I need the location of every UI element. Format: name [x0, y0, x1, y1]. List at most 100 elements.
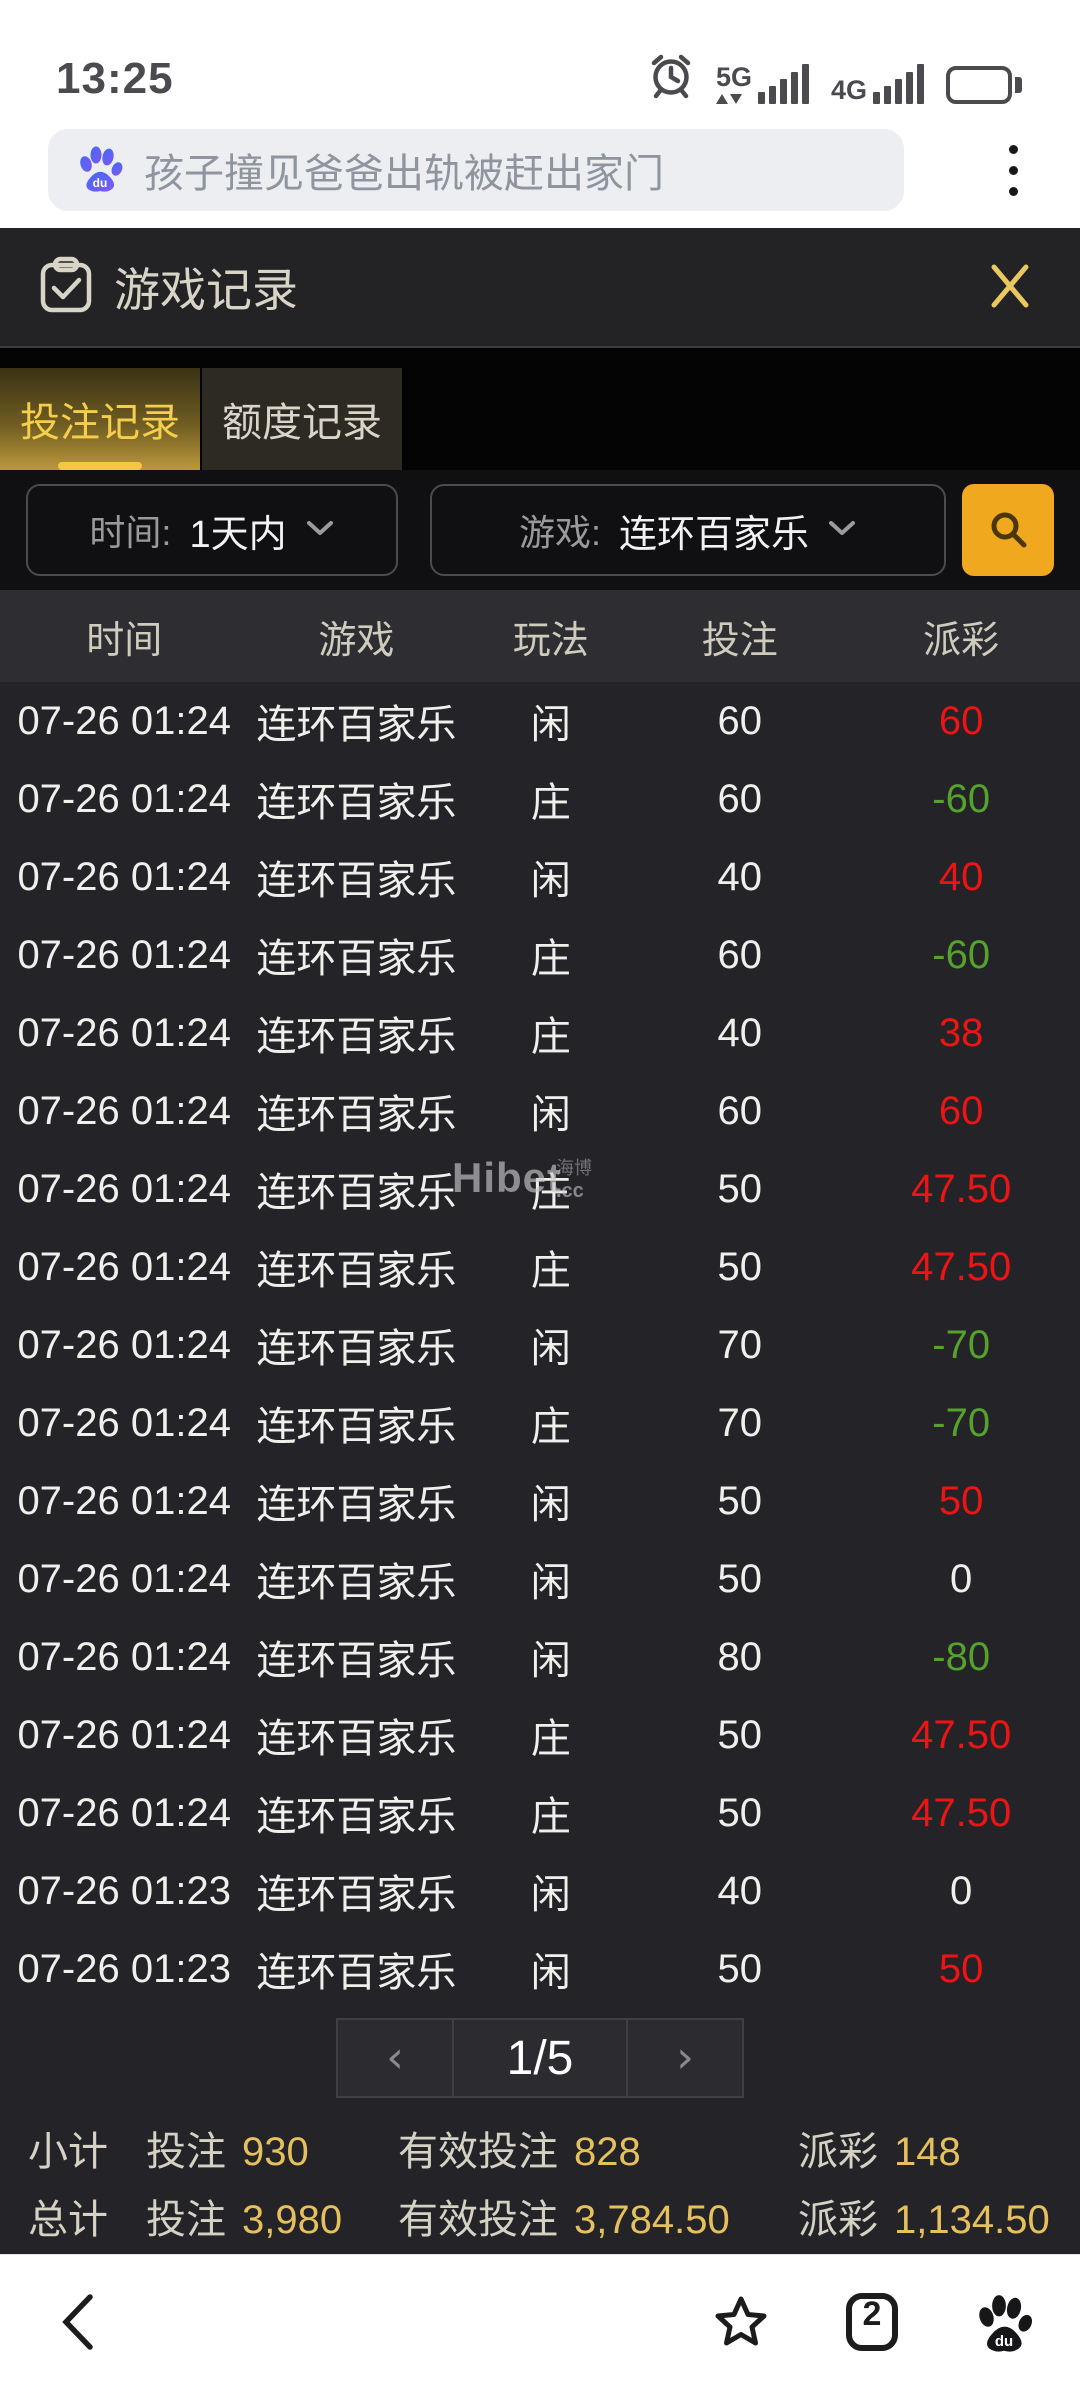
game-filter-select[interactable]: 游戏: 连环百家乐	[430, 484, 946, 576]
record-tabs: 投注记录 额度记录	[0, 348, 1080, 470]
row-play: 庄	[530, 1405, 571, 1449]
row-game: 连环百家乐	[256, 1561, 457, 1605]
time-filter-value: 1天内	[189, 513, 287, 556]
row-time: 07-26 01:24	[17, 1010, 231, 1055]
row-bet: 50	[717, 1244, 763, 1289]
row-payout: 47.50	[911, 1244, 1012, 1289]
battery-icon	[946, 66, 1022, 104]
row-game: 连环百家乐	[256, 1249, 457, 1293]
row-play: 闲	[530, 1327, 571, 1371]
signal-bars-icon	[873, 64, 924, 104]
table-row: 07-26 01:24 连环百家乐 庄 50 47.50	[0, 1150, 1080, 1228]
row-game: 连环百家乐	[256, 1015, 457, 1059]
row-bet: 50	[717, 1166, 763, 1211]
favorite-button[interactable]	[712, 2293, 770, 2351]
row-play: 闲	[530, 1483, 571, 1527]
close-icon[interactable]	[978, 253, 1042, 322]
kebab-menu-icon[interactable]	[987, 135, 1040, 206]
row-bet: 60	[717, 1088, 763, 1133]
table-row: 07-26 01:24 连环百家乐 闲 70 -70	[0, 1306, 1080, 1384]
star-icon	[715, 2296, 767, 2345]
signal-bars-icon	[757, 64, 809, 104]
next-page-button[interactable]: ›	[626, 2018, 744, 2098]
row-time: 07-26 01:24	[17, 698, 231, 743]
row-play: 闲	[530, 703, 571, 747]
bet-label: 投注	[146, 2130, 226, 2174]
browser-bottom-bar: 2 du	[0, 2254, 1080, 2388]
row-game: 连环百家乐	[256, 703, 457, 747]
game-filter-value: 连环百家乐	[619, 513, 810, 556]
payout-label: 派彩	[798, 2198, 878, 2242]
row-payout: 0	[950, 1868, 973, 1913]
tabs-button[interactable]: 2	[844, 2291, 900, 2353]
row-time: 07-26 01:24	[17, 1166, 231, 1211]
row-game: 连环百家乐	[256, 781, 457, 825]
browser-search-row: du 孩子撞见爸爸出轨被赶出家门	[0, 112, 1080, 228]
back-button[interactable]	[56, 2291, 100, 2353]
tab-quota-records[interactable]: 额度记录	[202, 368, 402, 470]
col-header-game: 游戏	[318, 619, 395, 662]
row-play: 庄	[530, 1015, 571, 1059]
page-indicator: 1/5	[452, 2018, 628, 2098]
row-payout: 60	[938, 1088, 984, 1133]
tab-bet-records[interactable]: 投注记录	[0, 368, 200, 470]
valid-bet-label: 有效投注	[398, 2130, 558, 2174]
search-button[interactable]	[962, 484, 1054, 576]
row-game: 连环百家乐	[256, 937, 457, 981]
row-play: 闲	[530, 1951, 571, 1995]
summary-section: 小计 投注 930 有效投注 828 派彩 148 总计 投注 3,980 有效…	[0, 2116, 1080, 2252]
pagination: ‹ 1/5 ›	[0, 2008, 1080, 2108]
table-row: 07-26 01:23 连环百家乐 闲 50 50	[0, 1930, 1080, 2008]
row-payout: 38	[938, 1010, 984, 1055]
payout-value: 1,134.50	[894, 2198, 1050, 2242]
bet-value: 3,980	[242, 2198, 343, 2242]
table-row: 07-26 01:24 连环百家乐 庄 50 47.50	[0, 1696, 1080, 1774]
subtotal-line: 小计 投注 930 有效投注 828 派彩 148	[0, 2116, 1080, 2180]
row-bet: 70	[717, 1322, 763, 1367]
row-payout: 50	[938, 1946, 984, 1991]
row-bet: 60	[717, 932, 763, 977]
total-line: 总计 投注 3,980 有效投注 3,784.50 派彩 1,134.50	[0, 2184, 1080, 2248]
row-payout: -70	[932, 1322, 991, 1367]
row-time: 07-26 01:23	[17, 1946, 231, 1991]
row-play: 庄	[530, 1171, 571, 1215]
table-row: 07-26 01:24 连环百家乐 闲 60 60	[0, 1072, 1080, 1150]
row-payout: 47.50	[911, 1166, 1012, 1211]
active-tab-indicator	[58, 462, 142, 470]
time-filter-select[interactable]: 时间: 1天内	[26, 484, 398, 576]
row-game: 连环百家乐	[256, 1639, 457, 1683]
table-row: 07-26 01:24 连环百家乐 闲 50 0	[0, 1540, 1080, 1618]
svg-text:du: du	[93, 176, 108, 190]
table-row: 07-26 01:24 连环百家乐 闲 50 50	[0, 1462, 1080, 1540]
row-game: 连环百家乐	[256, 1483, 457, 1527]
tab-count: 2	[862, 2294, 882, 2333]
signal-5g: 5G	[715, 64, 809, 104]
row-play: 闲	[530, 1639, 571, 1683]
svg-text:du: du	[995, 2332, 1013, 2349]
records-clipboard-icon	[38, 255, 94, 320]
game-records-modal: 游戏记录 投注记录 额度记录 时间: 1天内 游戏: 连环百家乐	[0, 228, 1080, 2254]
table-row: 07-26 01:24 连环百家乐 庄 60 -60	[0, 916, 1080, 994]
valid-bet-value: 828	[574, 2130, 641, 2174]
row-payout: 47.50	[911, 1712, 1012, 1757]
row-game: 连环百家乐	[256, 1405, 457, 1449]
table-row: 07-26 01:24 连环百家乐 庄 50 47.50	[0, 1774, 1080, 1852]
subtotal-label: 小计	[28, 2130, 108, 2174]
prev-page-button[interactable]: ‹	[336, 2018, 454, 2098]
row-bet: 50	[717, 1478, 763, 1523]
row-time: 07-26 01:24	[17, 1712, 231, 1757]
row-bet: 50	[717, 1556, 763, 1601]
row-bet: 50	[717, 1712, 763, 1757]
row-payout: 47.50	[911, 1790, 1012, 1835]
table-row: 07-26 01:24 连环百家乐 庄 50 47.50	[0, 1228, 1080, 1306]
row-payout: -70	[932, 1400, 991, 1445]
network-4g-label: 4G	[830, 75, 867, 105]
search-input[interactable]: du 孩子撞见爸爸出轨被赶出家门	[48, 129, 904, 211]
table-row: 07-26 01:24 连环百家乐 闲 80 -80	[0, 1618, 1080, 1696]
valid-bet-value: 3,784.50	[574, 2198, 730, 2242]
row-game: 连环百家乐	[256, 1327, 457, 1371]
baidu-home-button[interactable]: du	[974, 2292, 1034, 2352]
row-game: 连环百家乐	[256, 859, 457, 903]
baidu-paw-icon: du	[979, 2294, 1033, 2352]
row-play: 闲	[530, 859, 571, 903]
